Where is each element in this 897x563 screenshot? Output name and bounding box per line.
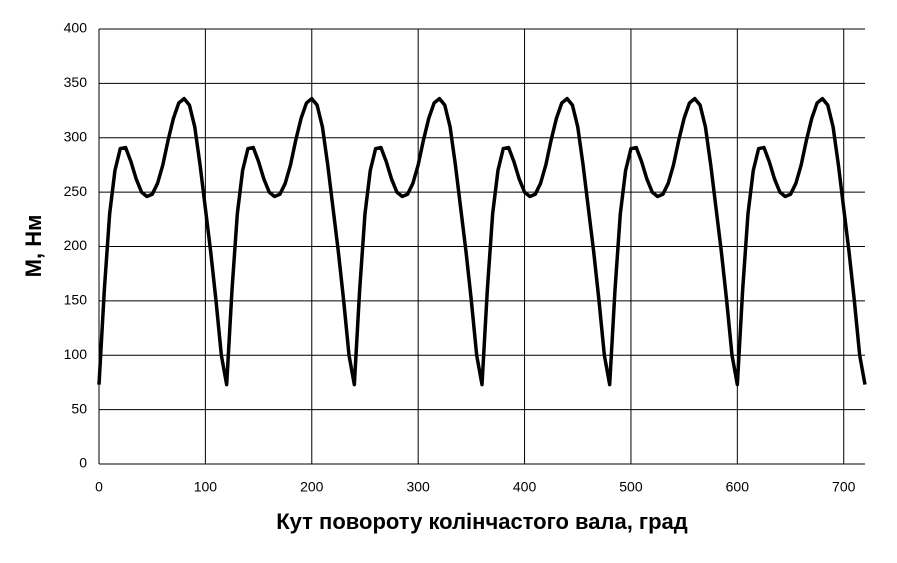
x-tick-label: 300 — [406, 479, 430, 495]
y-tick-label: 250 — [64, 183, 88, 199]
x-tick-label: 500 — [619, 479, 643, 495]
x-tick-label: 200 — [300, 479, 324, 495]
y-tick-label: 350 — [64, 74, 88, 90]
y-tick-label: 150 — [64, 292, 88, 308]
x-tick-label: 600 — [726, 479, 750, 495]
x-tick-label: 400 — [513, 479, 537, 495]
y-tick-label: 50 — [71, 400, 87, 416]
x-tick-label: 100 — [194, 479, 218, 495]
y-tick-label: 0 — [79, 455, 87, 471]
x-tick-label: 0 — [95, 479, 103, 495]
y-axis-title: М, Нм — [21, 215, 46, 278]
y-tick-label: 200 — [64, 237, 88, 253]
y-tick-label: 100 — [64, 346, 88, 362]
data-line — [97, 96, 867, 387]
x-axis-title: Кут повороту колінчастого вала, град — [276, 509, 688, 534]
y-tick-label: 300 — [64, 128, 88, 144]
x-tick-label: 700 — [832, 479, 856, 495]
y-tick-label: 400 — [64, 20, 88, 36]
